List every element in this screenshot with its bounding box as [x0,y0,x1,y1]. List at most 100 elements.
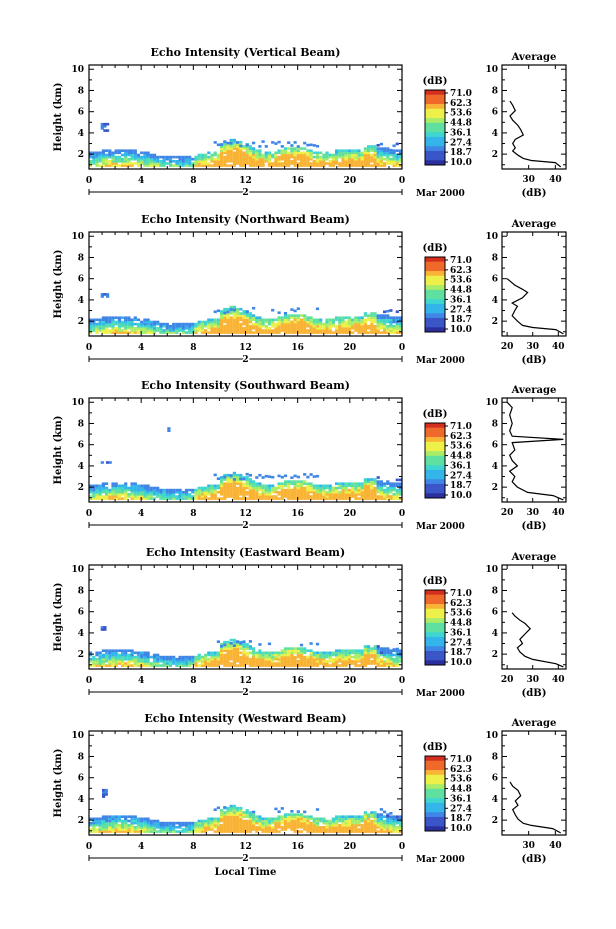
echo-cell [344,821,348,825]
echo-cell [376,645,380,648]
echo-cell [216,162,220,165]
echo-cell [124,149,128,152]
echo-cell [213,817,217,821]
echo-cell [335,316,339,319]
echo-cell [338,826,342,829]
echo-cell [271,830,275,833]
echo-cell [223,145,227,148]
echo-cell [146,657,150,661]
echo-cell [392,320,396,324]
echo-cell [156,329,160,332]
echo-cell [92,318,96,322]
echo-cell [341,651,345,655]
echo-cell [89,322,93,326]
echo-cell [191,490,195,494]
colorbar-label: 53.6 [450,276,472,286]
echo-cell [299,655,304,659]
echo-cell [303,490,307,494]
echo-cell [312,329,316,332]
echo-cell [357,149,361,152]
x-tick-label: 16 [291,842,304,852]
echo-cell [283,821,288,825]
echo-cell [379,314,383,317]
echo-cell [367,662,371,665]
colorbar-segment [425,160,445,166]
y-tick-label: 6 [78,108,84,118]
echo-cell [264,497,268,500]
echo-cell [191,655,195,659]
echo-cell [162,322,166,326]
echo-cell [252,331,256,334]
echo-cell [197,329,201,332]
echo-cell [306,655,310,659]
echo-cell [197,162,201,165]
echo-cell [386,493,390,496]
echo-cell [277,316,281,319]
y-tick-label: 8 [78,586,84,596]
echo-cell [280,490,284,494]
echo-cell [200,322,204,326]
echo-cell [280,826,284,829]
echo-cell [159,164,163,167]
echo-cell [258,164,262,167]
echo-cell [319,151,323,155]
echo-cell [98,495,102,498]
echo-cell [328,830,332,833]
echo-cell [354,320,358,324]
echo-cell [242,476,246,479]
echo-cell [229,145,233,148]
echo-cell [252,141,256,145]
echo-cell [156,819,160,823]
echo-cell [296,662,300,665]
echo-cell [398,157,403,161]
echo-cell [191,329,195,332]
echo-cell [89,817,93,821]
echo-cell [287,153,291,157]
echo-cell [239,490,243,494]
echo-cell [376,815,380,818]
echo-cell [379,327,383,330]
echo-cell [92,655,96,659]
echo-cell [280,493,284,496]
echo-cell [395,830,399,833]
echo-cell [111,160,115,163]
echo-cell [194,826,198,829]
colorbar-frame [424,422,446,499]
echo-cell [121,826,125,829]
echo-cell [242,322,246,326]
echo-cell [373,331,377,334]
echo-cell [216,322,220,326]
profile-frame [501,564,567,670]
echo-cell [363,495,367,498]
echo-cell [357,660,361,663]
echo-cell [114,320,118,324]
echo-cell [267,320,272,324]
echo-cell [172,830,176,833]
colorbar-segment [425,793,445,799]
echo-cell [312,655,316,659]
echo-cell [398,815,403,818]
echo-cell [392,660,396,663]
echo-cell [223,653,227,657]
echo-cell [159,495,163,498]
echo-cell [296,815,300,818]
echo-cell [184,164,189,167]
echo-cell [98,329,102,332]
echo-cell [264,493,268,496]
echo-cell [175,164,179,167]
echo-cell [162,495,166,498]
echo-cell [309,815,313,818]
echo-cell [245,484,249,488]
echo-cell [373,828,377,831]
echo-cell [104,793,108,796]
echo-cell [236,645,240,648]
echo-cell [357,155,361,159]
echo-cell [111,821,115,825]
echo-cell [296,162,300,165]
echo-cell [98,826,102,829]
echo-cell [283,655,288,659]
echo-cell [309,143,313,147]
echo-cell [287,155,291,159]
echo-cell [252,153,256,157]
colorbar-segment [425,821,445,827]
